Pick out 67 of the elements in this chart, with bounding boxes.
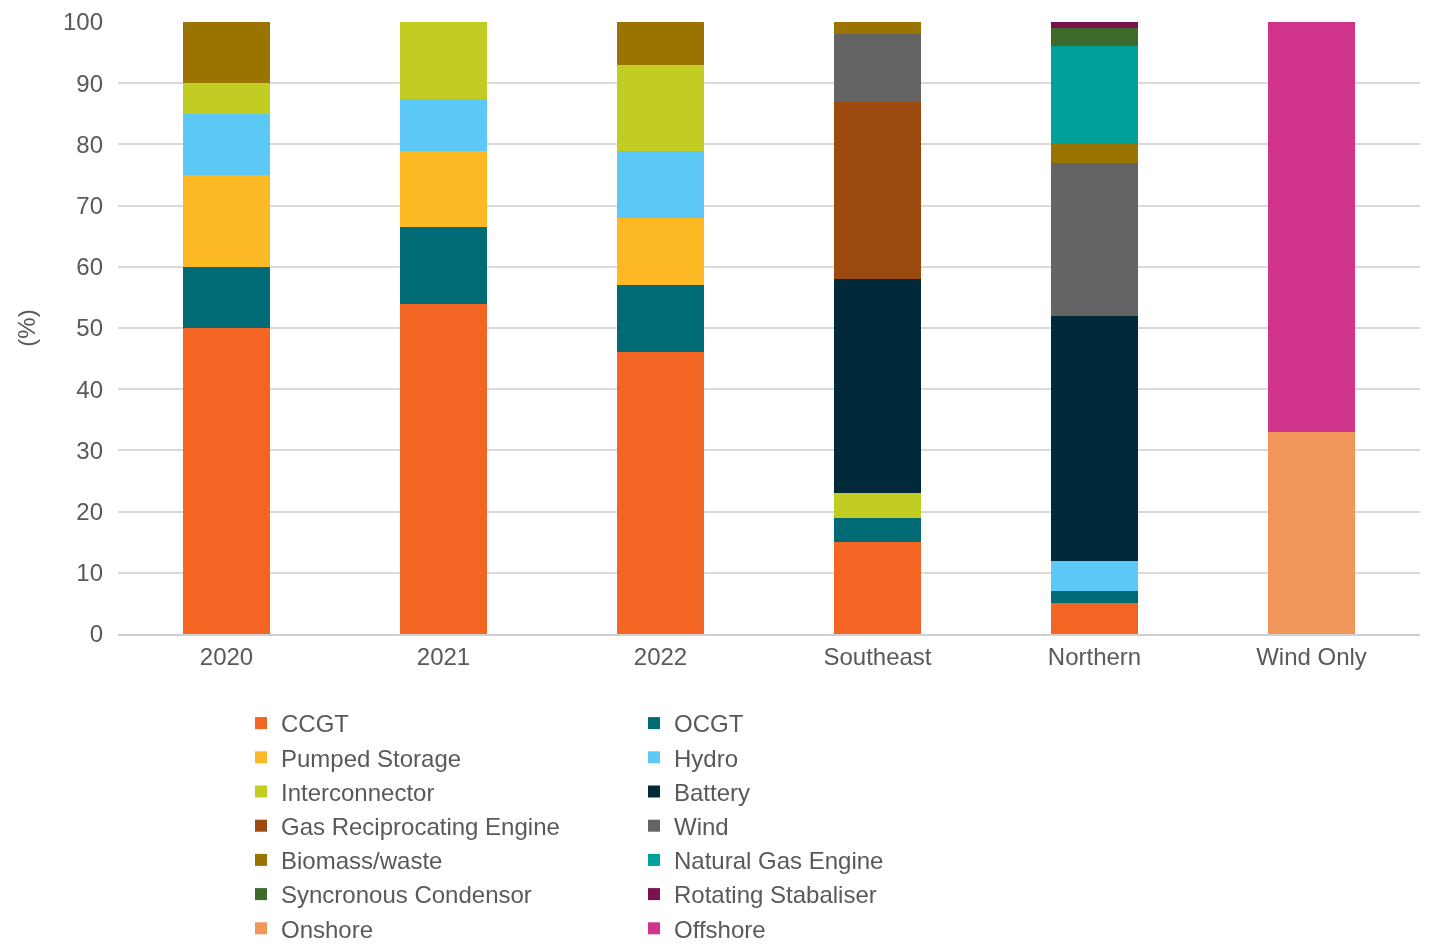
y-tick-label: 10 xyxy=(76,559,103,587)
bar xyxy=(1268,432,1355,634)
bar xyxy=(1051,162,1138,316)
legend-label: Interconnector xyxy=(281,778,435,806)
bar xyxy=(183,83,270,114)
bar xyxy=(834,279,921,494)
bar xyxy=(834,517,921,543)
legend-label: Hydro xyxy=(674,744,739,772)
bar xyxy=(834,493,921,518)
x-tick-label: Wind Only xyxy=(1256,642,1367,670)
x-tick-label: 2022 xyxy=(633,642,688,670)
bar xyxy=(400,303,487,634)
legend-label: Pumped Storage xyxy=(281,744,462,772)
y-axis-title: (%) xyxy=(13,309,41,347)
y-tick-label: 100 xyxy=(62,8,103,36)
bar xyxy=(183,113,270,175)
bar xyxy=(617,285,704,353)
bar xyxy=(1268,22,1355,433)
bar xyxy=(400,150,487,228)
x-tick-label: Southeast xyxy=(823,642,932,670)
bar xyxy=(617,217,704,286)
bar xyxy=(183,175,270,267)
bar xyxy=(1051,22,1138,29)
y-tick-label: 60 xyxy=(76,253,103,281)
bar xyxy=(617,352,704,634)
bar xyxy=(400,98,487,151)
bar xyxy=(1051,315,1138,561)
legend-label: Offshore xyxy=(674,915,766,943)
x-tick-label: Northern xyxy=(1047,642,1142,670)
x-tick-label: 2020 xyxy=(199,642,254,670)
bar xyxy=(1051,560,1138,592)
bar xyxy=(617,150,704,218)
bar xyxy=(617,64,704,151)
legend-label: Biomass/waste xyxy=(281,847,443,875)
legend-label: Rotating Stabaliser xyxy=(674,881,877,909)
y-tick-label: 80 xyxy=(76,130,103,158)
bar xyxy=(183,22,270,84)
bar xyxy=(834,34,921,102)
legend-label: Gas Reciprocating Engine xyxy=(281,813,560,841)
bar xyxy=(834,542,921,634)
bar xyxy=(1051,46,1138,145)
y-tick-label: 20 xyxy=(76,498,103,525)
y-tick-label: 90 xyxy=(76,69,103,97)
bar xyxy=(834,101,921,280)
bar xyxy=(617,22,704,65)
y-tick-label: 30 xyxy=(76,436,103,464)
bar xyxy=(1051,603,1138,634)
y-tick-label: 50 xyxy=(76,314,103,342)
legend-label: Wind xyxy=(674,813,729,841)
bar xyxy=(400,22,487,99)
bar xyxy=(1051,591,1138,604)
legend-label: Natural Gas Engine xyxy=(674,847,884,875)
y-tick-label: 0 xyxy=(89,620,103,648)
bar xyxy=(183,266,270,328)
bar xyxy=(1051,144,1138,163)
legend-label: Syncronous Condensor xyxy=(281,881,532,909)
bar xyxy=(834,22,921,35)
legend-label: CCGT xyxy=(281,710,350,738)
bar xyxy=(400,227,487,304)
legend-label: Onshore xyxy=(281,915,374,943)
y-tick-label: 40 xyxy=(76,375,103,403)
x-tick-label: 2021 xyxy=(416,642,471,670)
y-tick-label: 70 xyxy=(76,192,103,219)
bar xyxy=(1051,28,1138,47)
bar xyxy=(183,328,270,634)
legend-label: Battery xyxy=(674,778,751,806)
legend-label: OCGT xyxy=(674,710,744,738)
